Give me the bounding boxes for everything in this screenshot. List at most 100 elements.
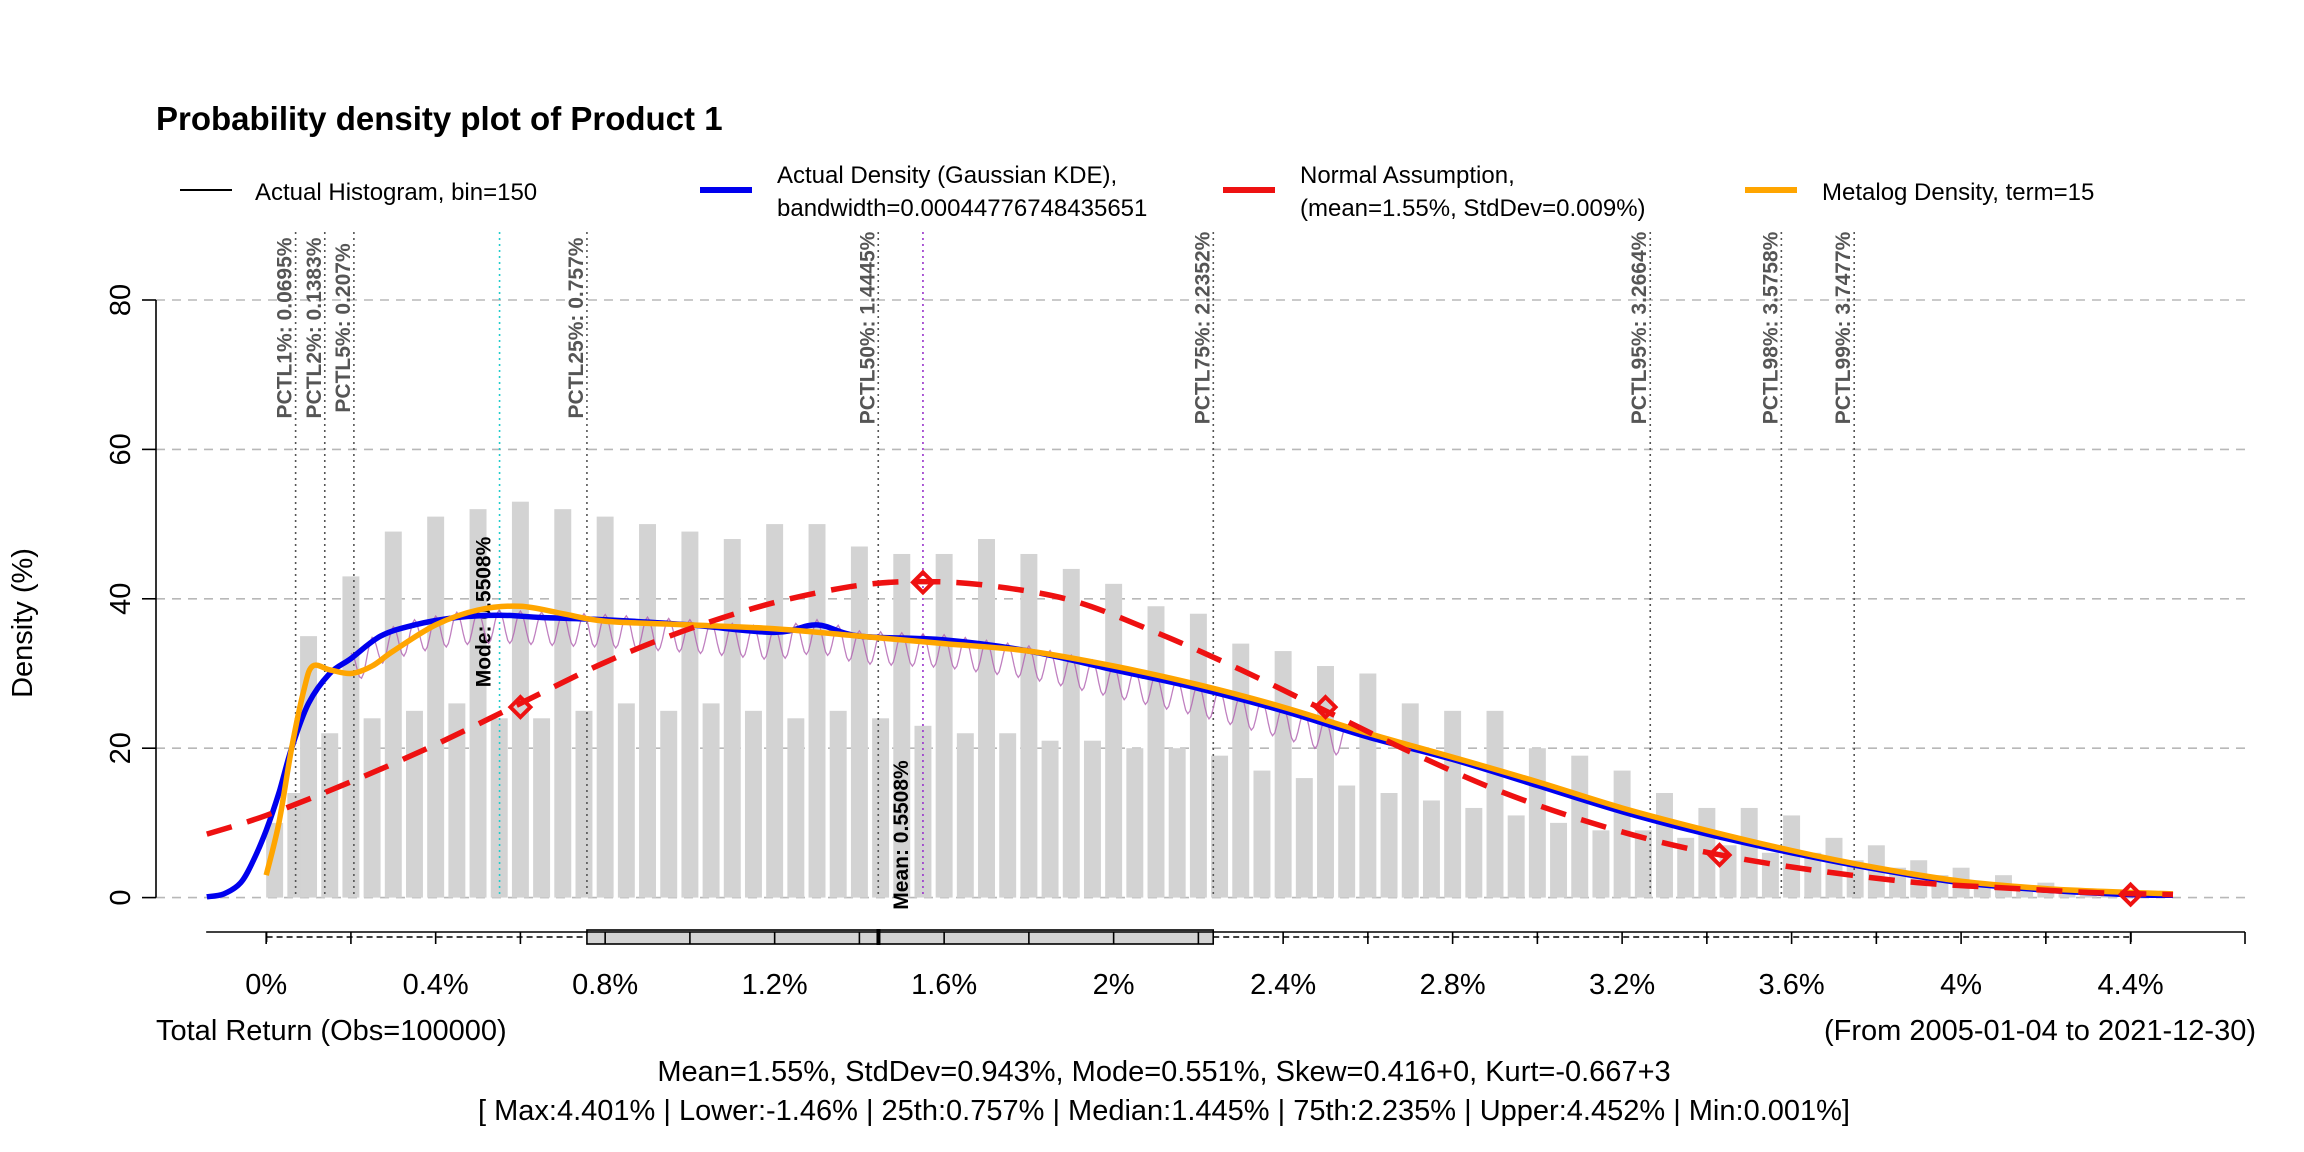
- boxplot-box: [586, 929, 1215, 945]
- histogram-bar: [1592, 830, 1610, 898]
- histogram-bar: [2016, 886, 2034, 898]
- histogram-bar: [1083, 740, 1101, 898]
- y-tick-label-4: 80: [105, 284, 137, 316]
- x-axis-title: Total Return (Obs=100000): [156, 1015, 507, 1047]
- histogram-bar: [1359, 673, 1377, 898]
- histogram-bar: [1486, 710, 1504, 898]
- date-range: (From 2005-01-04 to 2021-12-30): [1824, 1015, 2256, 1047]
- histogram-bar: [850, 546, 868, 898]
- histogram-bar: [1253, 770, 1271, 898]
- histogram-bar: [681, 531, 699, 898]
- histogram-bar: [1380, 793, 1398, 898]
- histogram-bar: [1062, 568, 1080, 898]
- legend-label-metalog: Metalog Density, term=15: [1822, 179, 2094, 206]
- legend-label-normal-line1: Normal Assumption,: [1300, 162, 1515, 189]
- density-curves: [205, 578, 2174, 900]
- mean-label: Mean: 0.5508%: [890, 760, 913, 910]
- histogram-bar: [1232, 643, 1250, 898]
- histogram-bar: [1528, 748, 1546, 898]
- histogram-bar: [829, 710, 847, 898]
- summary-line: [ Max:4.401% | Lower:-1.46% | 25th:0.757…: [478, 1095, 1850, 1127]
- histogram-bar: [787, 718, 805, 898]
- y-axis-title: Density (%): [7, 548, 39, 698]
- percentile-lines: PCTL1%: 0.0695% PCTL2%: 0.1383% PCTL5%: 0.…: [274, 231, 1856, 909]
- histogram-bar: [1550, 822, 1568, 898]
- histogram-bar: [1846, 860, 1864, 898]
- histogram-bar: [406, 710, 423, 898]
- histogram-bar: [1401, 703, 1419, 898]
- percentile-label-8: PCTL99%: 3.7477%: [1832, 231, 1855, 424]
- legend-item-histogram: Actual Histogram, bin=150: [180, 179, 537, 206]
- histogram-bar: [1189, 613, 1207, 898]
- mode-label: Mode: 0.5508%: [473, 536, 496, 687]
- percentile-label-6: PCTL95%: 3.2664%: [1628, 231, 1651, 424]
- normal-marker: [507, 694, 534, 720]
- histogram-bar: [448, 703, 466, 898]
- histogram-bar: [1126, 748, 1144, 898]
- x-tick-label-6: 2.4%: [1250, 969, 1316, 1001]
- percentile-label-1: PCTL2%: 0.1383%: [303, 237, 326, 418]
- histogram-bar: [490, 718, 508, 898]
- histogram-bar: [1804, 852, 1822, 898]
- chart-title: Probability density plot of Product 1: [156, 100, 723, 137]
- histogram-bar: [384, 531, 402, 898]
- histogram-bar: [1740, 807, 1758, 898]
- x-tick-label-1: 0.4%: [403, 969, 469, 1001]
- histogram-bar: [702, 703, 720, 898]
- histogram-bar: [469, 509, 487, 898]
- legend-label-kde-line2: bandwidth=0.00044776748435651: [777, 195, 1147, 222]
- histogram-bar: [1825, 837, 1843, 898]
- x-tick-label-4: 1.6%: [911, 969, 977, 1001]
- histogram-bar: [575, 710, 593, 898]
- percentile-label-0: PCTL1%: 0.0695%: [274, 237, 297, 418]
- x-tick-label-3: 1.2%: [742, 969, 808, 1001]
- normal-density-line: [205, 578, 2174, 898]
- percentile-label-5: PCTL75%: 2.2352%: [1191, 231, 1214, 424]
- percentile-label-4: PCTL50%: 1.4445%: [856, 231, 879, 424]
- histogram-bar: [1783, 815, 1801, 898]
- x-tick-label-10: 4%: [1940, 969, 1982, 1001]
- empirical-density-wiggle: [350, 608, 1348, 756]
- histogram-bar: [363, 718, 381, 898]
- normal-marker: [1706, 842, 1733, 868]
- y-tick-label-2: 40: [105, 583, 137, 615]
- legend: Actual Histogram, bin=150 Actual Density…: [180, 162, 2094, 222]
- histogram-bar: [660, 710, 678, 898]
- histogram-bar: [1571, 755, 1589, 898]
- histogram-bar: [596, 516, 614, 898]
- histogram-bar: [1338, 785, 1356, 898]
- y-tick-label-1: 20: [105, 732, 137, 764]
- x-tick-label-8: 3.2%: [1589, 969, 1655, 1001]
- legend-label-histogram: Actual Histogram, bin=150: [255, 179, 537, 206]
- histogram-bar: [1211, 755, 1229, 898]
- histogram-bar: [1041, 740, 1059, 898]
- histogram-bars: [266, 501, 2161, 898]
- metalog-density-line: [263, 603, 2174, 897]
- histogram-bar: [744, 710, 762, 898]
- histogram-bar: [266, 822, 284, 898]
- x-tick-label-2: 0.8%: [572, 969, 638, 1001]
- x-tick-label-0: 0%: [245, 969, 287, 1001]
- histogram-bar: [1761, 852, 1779, 898]
- histogram-bar: [533, 718, 551, 898]
- percentile-label-2: PCTL5%: 0.207%: [332, 243, 355, 413]
- x-tick-label-5: 2%: [1093, 969, 1135, 1001]
- histogram-bar: [808, 524, 826, 898]
- histogram-bar: [723, 539, 741, 898]
- histogram-bar: [300, 636, 318, 898]
- histogram-bar: [1147, 606, 1165, 898]
- legend-label-kde-line1: Actual Density (Gaussian KDE),: [777, 162, 1117, 189]
- y-tick-label-3: 60: [105, 433, 137, 465]
- histogram-bar: [1444, 710, 1462, 898]
- histogram-bar: [1507, 815, 1525, 898]
- normal-markers: [507, 569, 2144, 908]
- histogram-bar: [1422, 800, 1440, 898]
- normal-marker: [2117, 881, 2144, 908]
- histogram-bar: [1295, 778, 1313, 898]
- percentile-label-3: PCTL25%: 0.757%: [565, 237, 588, 418]
- histogram-bar: [617, 703, 635, 898]
- histogram-bar: [978, 539, 995, 898]
- histogram-bar: [1677, 837, 1695, 898]
- histogram-bar: [1465, 807, 1483, 898]
